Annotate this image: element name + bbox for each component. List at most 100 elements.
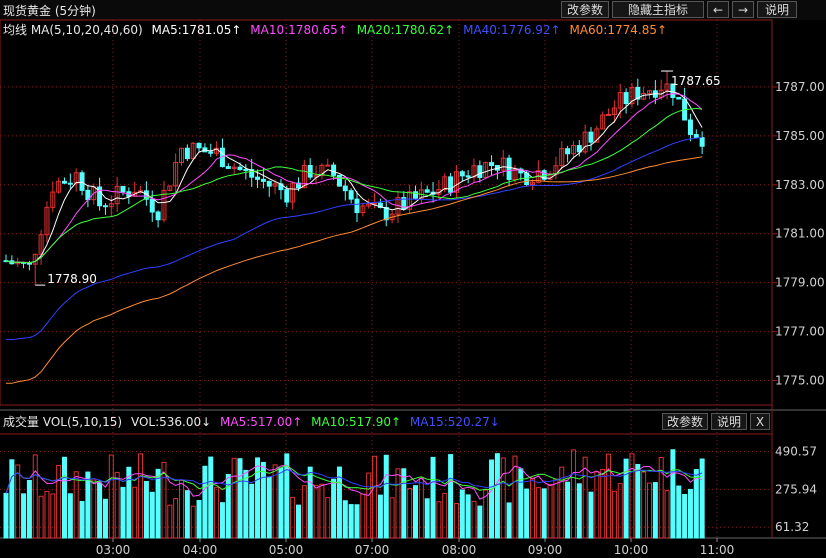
candle-body — [342, 185, 348, 192]
candle-body — [62, 180, 67, 184]
change-params-button[interactable]: 改参数 — [561, 1, 609, 18]
volume-bar — [108, 454, 114, 539]
ma10-line — [5, 93, 703, 264]
volume-bar — [442, 492, 448, 539]
volume-bar — [629, 453, 635, 539]
volume-tick-label: 490.57 — [775, 445, 817, 459]
candle-body — [664, 83, 670, 91]
candle-body — [249, 169, 255, 178]
candle-body — [407, 191, 413, 210]
volume-bar — [161, 461, 167, 539]
volume-bar — [541, 488, 547, 539]
volume-bar — [26, 480, 32, 539]
volume-bar — [225, 474, 231, 539]
candle-body — [179, 147, 184, 164]
volume-bar — [682, 493, 688, 539]
volume-header: 成交量 VOL(5,10,15) VOL:536.00↓ MA5:517.00↑… — [0, 410, 826, 434]
volume-bar — [360, 493, 366, 539]
candle-body — [161, 189, 167, 221]
candle-body — [120, 185, 126, 193]
volume-bar — [73, 471, 79, 539]
candle-body — [155, 211, 161, 221]
volume-bar — [582, 456, 588, 539]
volume-bar — [120, 486, 126, 539]
volume-help-button[interactable]: 说明 — [711, 413, 747, 430]
candle-body — [413, 191, 418, 199]
volume-value: VOL:536.00↓ — [130, 415, 212, 429]
candle-body — [530, 181, 535, 186]
price-tick-label: 1779.00 — [775, 276, 825, 290]
candle-body — [500, 157, 506, 171]
candle-body — [676, 96, 682, 100]
candle-body — [149, 198, 155, 213]
ma60-line — [5, 156, 703, 384]
candle-body — [424, 189, 430, 193]
ma-legend-label: 均线 MA(5,10,20,40,60) — [3, 23, 143, 37]
candle-body — [336, 174, 342, 187]
candle-body — [565, 148, 571, 155]
candle-body — [208, 151, 214, 154]
help-button[interactable]: 说明 — [757, 1, 797, 18]
volume-bar — [319, 483, 325, 539]
volume-bar — [383, 454, 389, 539]
volume-bar — [179, 479, 184, 539]
volume-bar — [296, 504, 301, 539]
hide-main-indicator-button[interactable]: 隐藏主指标 — [612, 1, 704, 18]
volume-bar — [184, 490, 190, 539]
candle-body — [442, 176, 448, 191]
candle-body — [448, 176, 454, 193]
candle-body — [459, 171, 465, 177]
candle-body — [617, 92, 623, 109]
candle-body — [331, 164, 337, 176]
volume-bar — [611, 490, 617, 539]
volume-bar — [67, 493, 73, 539]
candle-body — [348, 190, 354, 200]
volume-bar — [290, 496, 296, 539]
ma-legend: 均线 MA(5,10,20,40,60) MA5:1781.05↑ MA10:1… — [3, 21, 672, 38]
candle-body — [377, 202, 383, 208]
volume-bar — [149, 491, 155, 539]
candle-body — [190, 142, 196, 160]
volume-bar — [489, 459, 495, 539]
candle-body — [629, 86, 635, 105]
candle-body — [307, 165, 313, 178]
candle-body — [600, 114, 606, 130]
candle-body — [360, 205, 366, 214]
candle-body — [102, 205, 108, 208]
candle-body — [114, 185, 120, 205]
ma20-value: MA20:1780.62↑ — [356, 23, 455, 37]
volume-bar — [664, 490, 670, 539]
candle-body — [453, 171, 459, 193]
candle-body — [506, 157, 512, 180]
volume-bar — [354, 504, 360, 539]
volume-bar — [641, 471, 647, 539]
candle-body — [225, 166, 231, 169]
volume-bar — [3, 492, 9, 539]
candle-body — [184, 147, 190, 160]
vol-ma10-value: MA10:517.90↑ — [311, 415, 402, 429]
candle-body — [50, 191, 56, 208]
volume-change-params-button[interactable]: 改参数 — [662, 413, 708, 430]
candle-body — [290, 182, 296, 203]
volume-bar — [348, 504, 354, 539]
scroll-left-button[interactable]: ← — [707, 1, 729, 18]
candle-body — [366, 203, 372, 207]
candle-body — [173, 162, 179, 187]
candle-body — [594, 128, 600, 143]
volume-bar — [699, 458, 705, 539]
volume-bar — [284, 453, 290, 539]
volume-bar — [535, 487, 541, 539]
volume-close-button[interactable]: X — [750, 413, 770, 430]
vol-ma5-line — [5, 464, 703, 500]
time-tick-label: 09:00 — [528, 543, 563, 557]
volume-tick-label: 61.32 — [775, 520, 809, 534]
volume-bar — [301, 485, 307, 539]
volume-bar — [693, 469, 699, 539]
scroll-right-button[interactable]: → — [732, 1, 754, 18]
ma5-value: MA5:1781.05↑ — [151, 23, 242, 37]
price-tick-label: 1787.00 — [775, 80, 825, 94]
volume-bar — [325, 497, 331, 539]
volume-bar — [173, 498, 179, 539]
volume-bar — [506, 502, 512, 539]
